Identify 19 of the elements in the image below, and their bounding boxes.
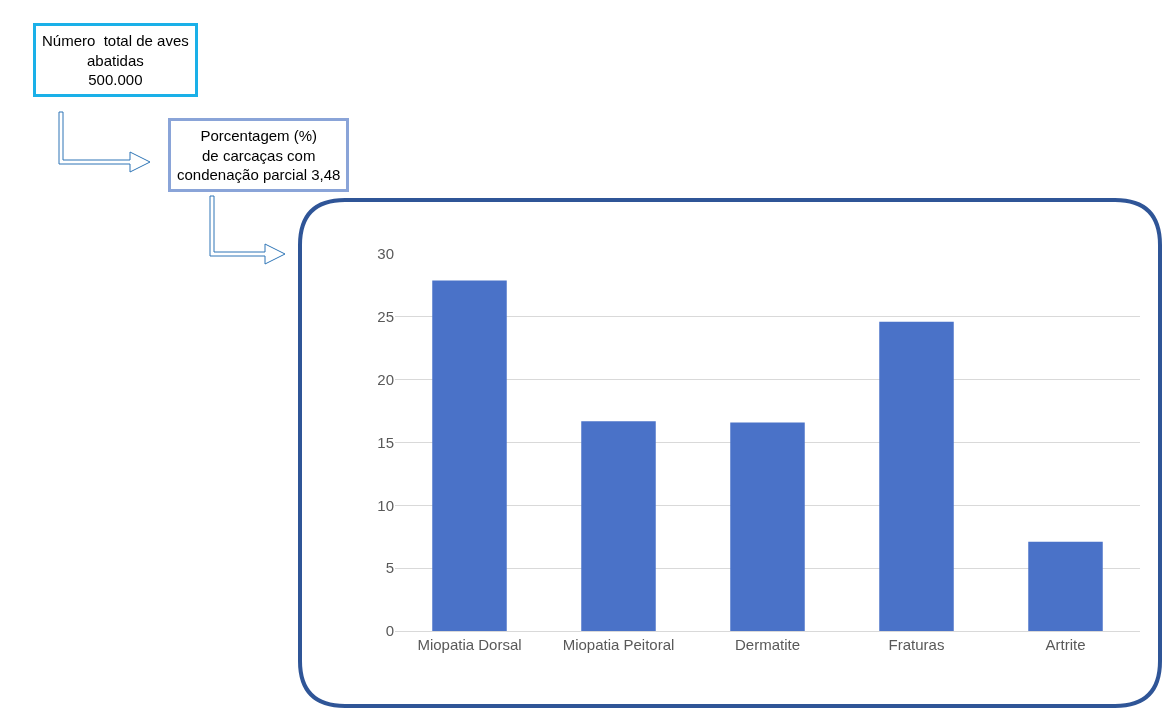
bar xyxy=(581,421,656,631)
bar xyxy=(1028,541,1103,631)
y-tick-label: 10 xyxy=(377,496,394,514)
text: Porcentagem (%) de carcaças com condenação parcial 3,48 xyxy=(177,127,341,183)
x-tick-label: Artrite xyxy=(1045,636,1086,653)
y-tick-label: 0 xyxy=(385,622,394,640)
x-tick-label: Fraturas xyxy=(888,636,945,653)
y-tick-label: 15 xyxy=(377,433,394,451)
x-tick-label: Dermatite xyxy=(734,636,801,653)
y-tick-label: 5 xyxy=(385,559,394,577)
bar xyxy=(730,422,805,631)
x-tick-label: Miopatia Peitoral xyxy=(562,636,675,653)
y-tick-label: 20 xyxy=(377,370,394,388)
bar xyxy=(879,321,954,631)
y-tick-label: 30 xyxy=(377,245,394,263)
y-tick-label: 25 xyxy=(377,308,394,326)
bar xyxy=(432,280,507,631)
x-tick-label: Miopatia Dorsal xyxy=(417,636,522,653)
text: Número total de aves abatidas 500.000 xyxy=(42,32,189,88)
